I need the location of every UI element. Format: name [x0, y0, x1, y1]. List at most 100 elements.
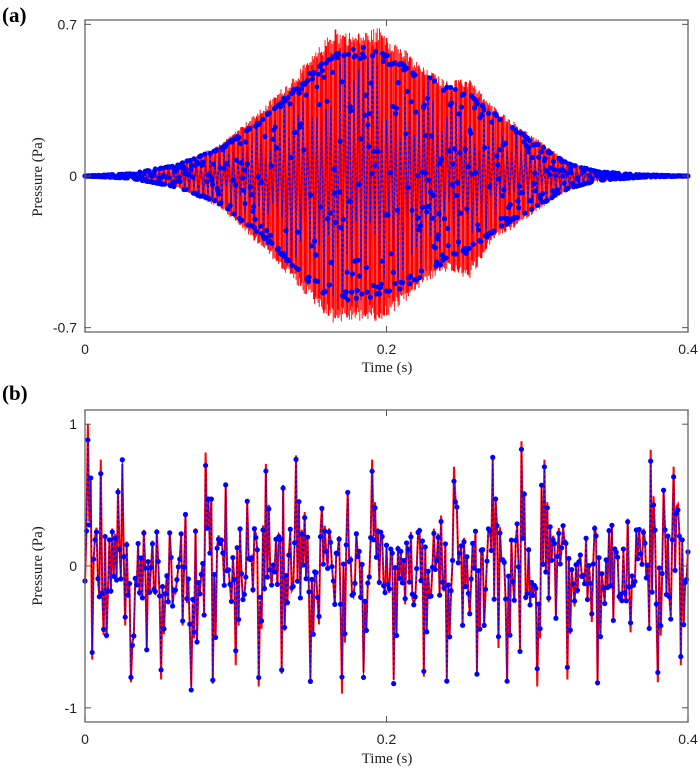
- predicted-marker: [434, 557, 440, 564]
- predicted-marker: [414, 172, 421, 179]
- predicted-marker: [465, 590, 471, 596]
- predicted-marker: [185, 576, 191, 582]
- predicted-marker: [510, 579, 516, 585]
- x-tick-label: 0: [81, 731, 89, 747]
- predicted-marker: [86, 522, 92, 528]
- predicted-marker: [417, 223, 424, 229]
- predicted-marker: [449, 557, 456, 563]
- predicted-marker: [254, 229, 260, 235]
- predicted-marker: [481, 107, 487, 113]
- predicted-marker: [497, 530, 503, 536]
- predicted-marker: [430, 192, 436, 198]
- predicted-marker: [287, 101, 293, 107]
- predicted-marker: [168, 554, 174, 560]
- predicted-marker: [365, 580, 371, 586]
- predicted-marker: [106, 537, 113, 543]
- predicted-marker: [600, 585, 606, 591]
- predicted-marker: [533, 188, 539, 194]
- predicted-marker: [218, 537, 224, 543]
- predicted-marker: [231, 211, 237, 217]
- predicted-marker: [248, 192, 254, 198]
- predicted-marker: [274, 581, 280, 587]
- predicted-marker: [313, 252, 319, 258]
- predicted-marker: [599, 571, 605, 577]
- predicted-marker: [404, 88, 410, 94]
- predicted-marker: [155, 558, 161, 565]
- predicted-marker: [538, 482, 545, 488]
- predicted-marker: [335, 55, 341, 61]
- predicted-marker: [564, 170, 571, 176]
- predicted-marker: [322, 289, 329, 295]
- predicted-marker: [587, 580, 593, 586]
- predicted-marker: [444, 678, 450, 684]
- predicted-marker: [491, 228, 497, 234]
- predicted-marker: [418, 268, 424, 274]
- predicted-marker: [455, 560, 461, 566]
- predicted-marker: [436, 211, 442, 217]
- predicted-marker: [198, 571, 204, 577]
- predicted-marker: [470, 540, 476, 546]
- predicted-marker: [358, 136, 364, 142]
- predicted-marker: [364, 289, 370, 295]
- predicted-marker: [455, 239, 461, 245]
- predicted-marker: [502, 140, 509, 146]
- predicted-marker: [660, 487, 667, 493]
- predicted-marker: [603, 557, 609, 563]
- predicted-marker: [310, 631, 316, 637]
- predicted-marker: [292, 540, 298, 546]
- predicted-marker: [526, 145, 532, 151]
- predicted-marker: [555, 190, 561, 196]
- predicted-marker: [638, 551, 644, 557]
- predicted-marker: [428, 593, 434, 599]
- predicted-marker: [223, 161, 230, 167]
- predicted-marker: [359, 291, 365, 297]
- predicted-marker: [386, 586, 392, 592]
- predicted-marker: [548, 165, 554, 171]
- predicted-marker: [118, 576, 124, 582]
- predicted-marker: [355, 554, 361, 560]
- predicted-marker: [552, 167, 558, 173]
- predicted-marker: [306, 589, 312, 595]
- predicted-marker: [566, 555, 572, 562]
- predicted-marker: [363, 627, 369, 634]
- predicted-marker: [560, 167, 567, 174]
- predicted-marker: [248, 555, 255, 561]
- predicted-marker: [136, 590, 143, 596]
- predicted-marker: [277, 104, 284, 110]
- predicted-marker: [112, 535, 118, 541]
- predicted-marker: [428, 133, 434, 139]
- predicted-marker: [422, 132, 428, 139]
- predicted-marker: [549, 557, 555, 563]
- predicted-marker: [102, 533, 108, 540]
- predicted-marker: [584, 596, 591, 603]
- predicted-marker: [247, 184, 254, 190]
- predicted-marker: [648, 458, 654, 464]
- predicted-marker: [213, 634, 219, 641]
- predicted-marker: [207, 550, 213, 556]
- predicted-marker: [431, 78, 438, 84]
- predicted-marker: [457, 150, 463, 156]
- predicted-marker: [269, 240, 275, 246]
- predicted-marker: [165, 174, 172, 181]
- predicted-marker: [390, 103, 396, 110]
- predicted-marker: [244, 161, 250, 167]
- predicted-marker: [508, 537, 515, 543]
- predicted-marker: [665, 533, 671, 539]
- predicted-marker: [398, 548, 404, 554]
- predicted-marker: [655, 669, 661, 676]
- predicted-marker: [311, 69, 317, 76]
- predicted-marker: [325, 216, 331, 222]
- predicted-marker: [582, 581, 588, 587]
- predicted-marker: [369, 53, 376, 59]
- predicted-marker: [397, 286, 403, 292]
- predicted-marker: [225, 567, 232, 573]
- predicted-marker: [669, 537, 675, 543]
- predicted-marker: [420, 204, 426, 210]
- predicted-marker: [167, 530, 173, 536]
- predicted-marker: [144, 647, 150, 653]
- predicted-marker: [547, 524, 553, 530]
- predicted-marker: [238, 571, 245, 577]
- predicted-marker: [283, 573, 289, 579]
- predicted-marker: [262, 133, 268, 140]
- predicted-marker: [177, 556, 183, 562]
